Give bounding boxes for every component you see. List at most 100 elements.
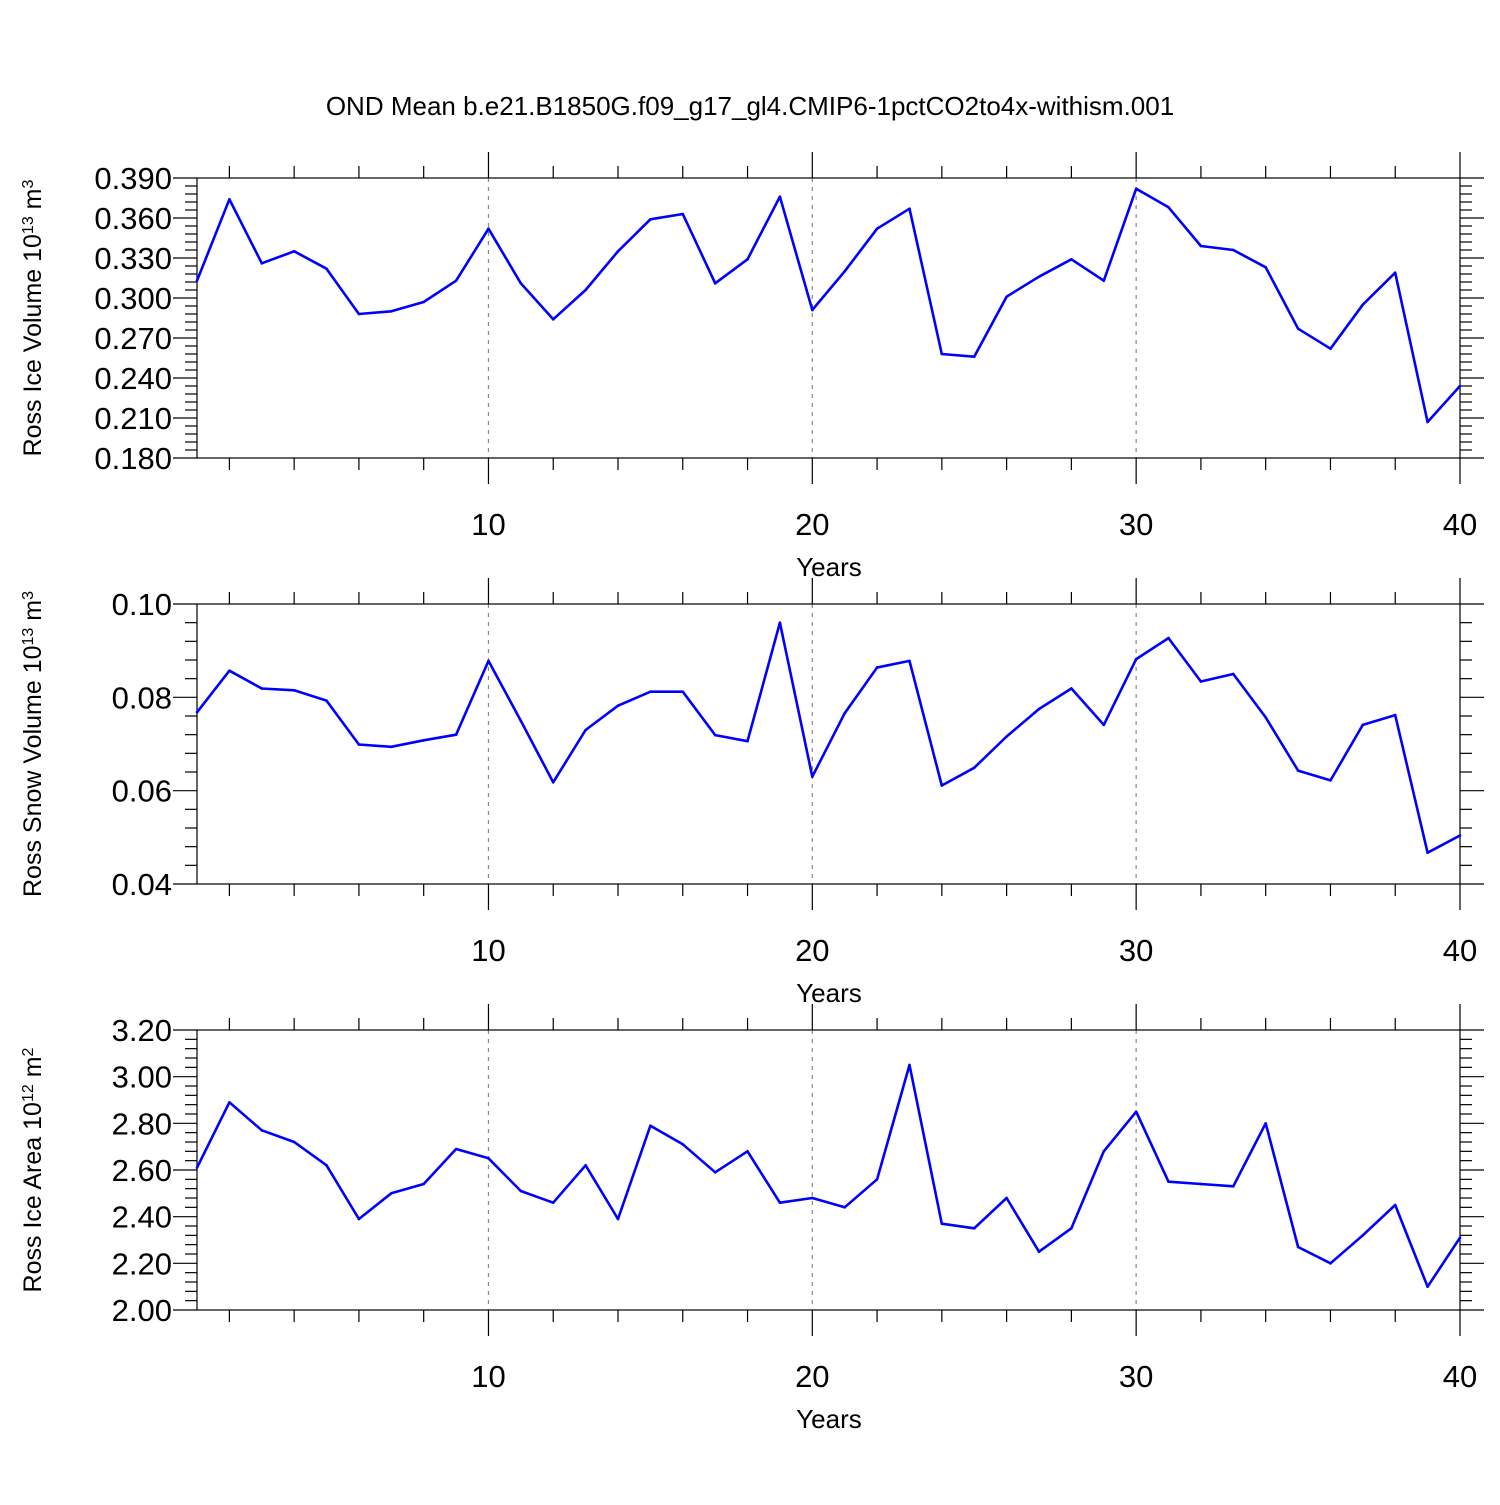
data-point [1458,1236,1462,1239]
data-point [1199,1182,1203,1186]
data-point [1070,687,1073,690]
data-point [616,704,620,708]
data-point [195,710,199,714]
series-line-3 [195,1063,1462,1288]
data-point [357,1217,361,1221]
data-point [649,218,652,221]
data-point [649,1124,652,1127]
data-point [1232,1185,1235,1188]
x-tick-label: 30 [1119,507,1153,542]
data-point [292,689,296,692]
y-axis-label: Ross Ice Area 1012 m2 [19,1047,47,1292]
data-point [1005,735,1008,738]
x-tick-label: 30 [1119,1359,1153,1394]
data-point [228,669,231,673]
data-point [649,690,652,694]
data-point [454,1147,458,1151]
x-axis-label: Years [796,1404,862,1434]
data-point [422,738,425,742]
data-point [519,1189,523,1193]
x-tick-label: 30 [1119,933,1153,968]
y-tick-label: 2.00 [112,1293,172,1328]
data-point [1361,723,1365,727]
data-point [1296,327,1300,330]
data-point [843,711,846,715]
data-point [325,267,328,270]
data-point [454,733,458,736]
data-point [228,1101,231,1104]
data-point [1134,187,1138,190]
data-point [551,1201,555,1204]
data-point [681,212,685,216]
data-point [1426,420,1429,424]
x-tick-label: 10 [471,933,505,968]
data-point [1329,1262,1332,1265]
data-point [1005,295,1008,298]
x-axis-label: Years [796,978,862,1008]
y-tick-label: 0.04 [112,867,172,902]
y-tick-label: 0.06 [112,774,172,809]
data-point [422,300,425,304]
data-point [875,666,879,669]
y-tick-label: 3.20 [112,1013,172,1048]
data-point [1070,1227,1073,1230]
y-tick-label: 0.180 [94,441,172,476]
x-tick-label: 20 [795,507,829,542]
data-point [454,279,458,282]
y-tick-label: 2.80 [112,1106,172,1141]
data-point [1426,1285,1429,1288]
data-point [972,355,976,358]
data-point [972,1227,976,1230]
data-point [713,733,717,737]
data-point [1134,1110,1138,1113]
data-point [1458,834,1462,837]
data-point [908,1063,911,1067]
plot-frame-1 [196,177,1461,459]
data-point [875,1178,879,1181]
y-axis-label: Ross Ice Volume 1013 m3 [19,179,47,456]
data-point [260,1129,264,1132]
data-point [713,282,717,285]
data-point [390,745,393,749]
data-point [292,1140,296,1144]
data-point [390,310,393,313]
chart-title: OND Mean b.e21.B1850G.f09_g17_gl4.CMIP6-… [326,91,1174,121]
data-point [1102,279,1106,282]
data-point [811,1196,814,1200]
x-tick-label: 40 [1443,1359,1477,1394]
y-tick-label: 3.00 [112,1060,172,1095]
plot-frame-3 [196,1029,1461,1311]
data-point [1361,1234,1365,1237]
data-point [551,780,555,784]
data-point [1296,1245,1300,1249]
data-point [1393,713,1397,717]
data-point [1232,248,1235,252]
data-point [972,766,976,770]
series-line-1 [195,187,1461,424]
data-point [746,739,749,743]
data-point [1134,657,1138,661]
data-point [1232,672,1235,676]
x-tick-label: 10 [471,1359,505,1394]
y-tick-label: 0.270 [94,321,172,356]
data-point [778,621,782,624]
x-tick-label: 40 [1443,507,1477,542]
data-point [1361,303,1365,306]
data-point [1264,266,1267,269]
data-point [778,1201,782,1204]
data-point [1037,275,1041,278]
data-point [940,784,944,787]
y-tick-label: 0.210 [94,401,172,436]
data-point [681,690,685,694]
data-point [195,279,199,282]
x-axis-label: Years [796,552,862,582]
data-point [940,352,944,356]
data-point [1167,1180,1170,1183]
data-point [1458,384,1462,388]
y-tick-label: 2.40 [112,1200,172,1235]
y-tick-label: 0.240 [94,361,172,396]
data-point [1070,258,1073,261]
y-tick-label: 0.330 [94,241,172,276]
data-point [811,308,814,312]
data-point [746,1150,749,1153]
